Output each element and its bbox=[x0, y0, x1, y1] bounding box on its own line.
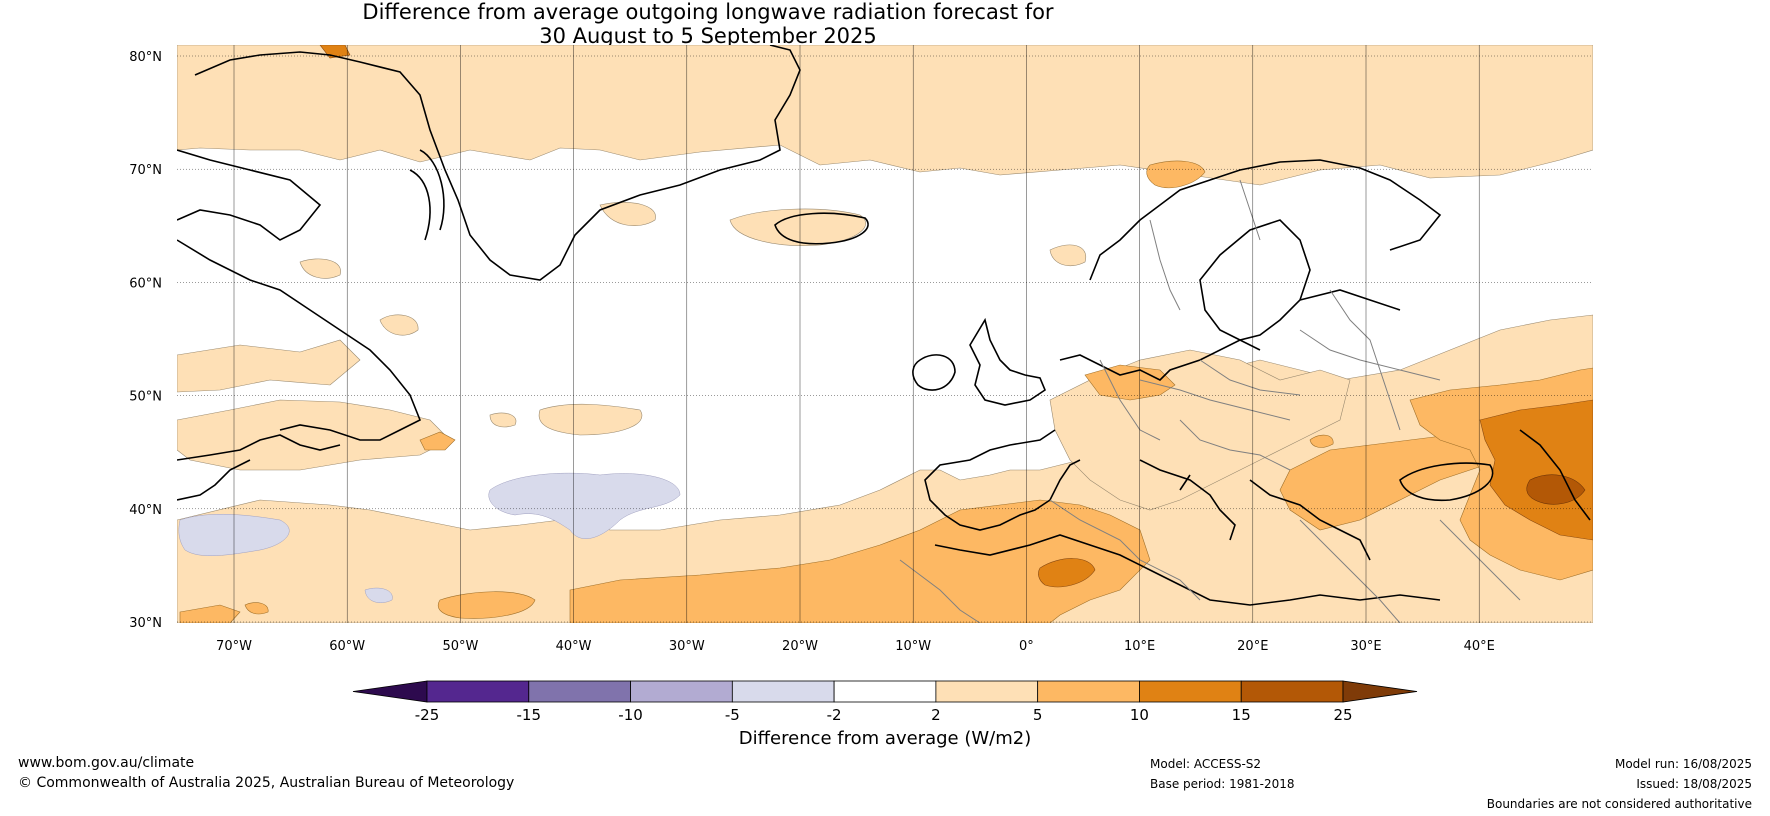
latitude-labels: 80°N 70°N 60°N 50°N 40°N 30°N bbox=[129, 50, 162, 631]
map-title: Difference from average outgoing longwav… bbox=[0, 0, 1416, 48]
model-run-text: Model run: 16/08/2025 bbox=[1614, 757, 1752, 771]
map-area bbox=[177, 45, 1593, 623]
colorbar-tick-label: -25 bbox=[415, 706, 440, 724]
title-line-2: 30 August to 5 September 2025 bbox=[539, 24, 877, 48]
anomaly-region-10-to-15 bbox=[319, 45, 1593, 588]
title-line-1: Difference from average outgoing longwav… bbox=[362, 0, 1054, 24]
longitude-label: 10°W bbox=[895, 639, 931, 654]
colorbar-segment bbox=[731, 680, 835, 703]
colorbar-extend-low bbox=[352, 680, 428, 703]
country-boundaries bbox=[899, 179, 1521, 623]
longitude-label: 20°E bbox=[1237, 639, 1268, 654]
copyright-text: © Commonwealth of Australia 2025, Austra… bbox=[18, 775, 515, 791]
latitude-label: 50°N bbox=[129, 390, 162, 405]
colorbar-segment bbox=[630, 680, 733, 703]
coastlines bbox=[177, 45, 1591, 606]
longitude-label: 50°W bbox=[442, 639, 478, 654]
longitude-label: 70°W bbox=[216, 639, 252, 654]
colorbar-label: Difference from average (W/m2) bbox=[0, 728, 1770, 749]
longitude-label: 40°W bbox=[556, 639, 592, 654]
colorbar-segment bbox=[1240, 680, 1344, 703]
colorbar-tick-label: 10 bbox=[1130, 706, 1149, 724]
colorbar-extend-high bbox=[1342, 680, 1418, 703]
colorbar-label-text: Difference from average (W/m2) bbox=[738, 728, 1032, 749]
latitude-label: 80°N bbox=[129, 50, 162, 65]
colorbar-segment bbox=[528, 680, 631, 703]
latitude-label: 70°N bbox=[129, 163, 162, 178]
website-link[interactable]: www.bom.gov.au/climate bbox=[18, 755, 195, 771]
colorbar-ticks: -25 -15 -10 -5 -2 2 5 10 15 25 bbox=[415, 706, 1353, 724]
colorbar-tick-label: -2 bbox=[827, 706, 842, 724]
longitude-label: 40°E bbox=[1464, 639, 1495, 654]
longitude-label: 0° bbox=[1019, 639, 1034, 654]
anomaly-region-2-to-5 bbox=[177, 45, 1593, 623]
latitude-label: 40°N bbox=[129, 503, 162, 518]
anomaly-region-15-to-25 bbox=[1526, 474, 1586, 505]
longitude-label: 60°W bbox=[329, 639, 365, 654]
graticule bbox=[177, 45, 1593, 623]
colorbar-tick-label: -5 bbox=[725, 706, 740, 724]
issued-text: Issued: 18/08/2025 bbox=[1636, 777, 1752, 791]
longitude-label: 20°W bbox=[782, 639, 818, 654]
longitude-label: 30°W bbox=[669, 639, 705, 654]
colorbar-tick-label: -15 bbox=[517, 706, 542, 724]
longitude-label: 10°E bbox=[1124, 639, 1155, 654]
latitude-label: 60°N bbox=[129, 276, 162, 291]
model-text: Model: ACCESS-S2 bbox=[1150, 757, 1262, 771]
colorbar-segment bbox=[426, 680, 530, 703]
colorbar-segment bbox=[1139, 680, 1242, 703]
colorbar-tick-label: 5 bbox=[1033, 706, 1043, 724]
colorbar-segments bbox=[352, 680, 1418, 703]
colorbar-tick-label: -10 bbox=[618, 706, 643, 724]
disclaimer-text: Boundaries are not considered authoritat… bbox=[1486, 797, 1752, 811]
colorbar-segment bbox=[935, 680, 1039, 703]
colorbar-tick-label: 2 bbox=[931, 706, 941, 724]
latitude-label: 30°N bbox=[129, 616, 162, 631]
colorbar-segment bbox=[833, 680, 937, 703]
colorbar-segment bbox=[1037, 680, 1140, 703]
longitude-label: 30°E bbox=[1350, 639, 1381, 654]
base-period-text: Base period: 1981-2018 bbox=[1150, 777, 1295, 791]
colorbar-tick-label: 15 bbox=[1232, 706, 1251, 724]
longitude-labels: 70°W 60°W 50°W 40°W 30°W 20°W 10°W 0° 10°E 20°E 30… bbox=[216, 639, 1495, 654]
colorbar-tick-label: 25 bbox=[1333, 706, 1352, 724]
